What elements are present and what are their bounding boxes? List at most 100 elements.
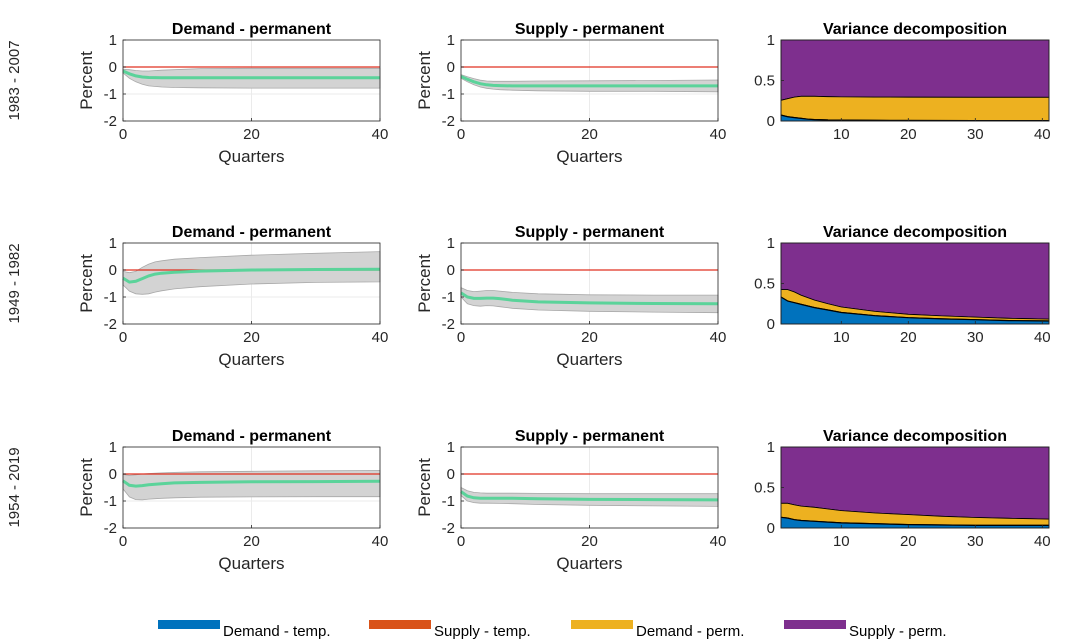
x-axis-label: Quarters: [556, 147, 622, 166]
impulse-response-line: [460, 490, 719, 502]
x-tick-label: 40: [1034, 329, 1051, 346]
x-tick-label: 30: [967, 533, 984, 550]
x-tick-label: 0: [119, 329, 127, 346]
panel-2-1: 0 20 40 1 0 -1 -2 Supply - permanent Quarters Per…: [415, 428, 726, 573]
x-tick-label: 0: [119, 126, 127, 143]
panel-title: Variance decomposition: [823, 224, 1007, 241]
y-tick-label: 1: [447, 235, 455, 252]
x-tick-label: 20: [900, 126, 917, 143]
panel-1-2: 10 20 30 40 1 0.5 0 Variance decomposition: [754, 224, 1051, 346]
y-tick-label: 1: [767, 32, 775, 49]
legend-item: Supply - temp.: [369, 620, 531, 640]
x-axis-label: Quarters: [556, 350, 622, 369]
x-tick-label: 40: [1034, 126, 1051, 143]
legend-swatch: [158, 620, 220, 629]
x-tick-label: 40: [372, 126, 389, 143]
row-label: 1983 - 2007: [6, 40, 23, 120]
x-tick-label: 0: [119, 533, 127, 550]
impulse-response-line: [122, 479, 381, 488]
legend-swatch: [571, 620, 633, 629]
x-tick-label: 40: [372, 329, 389, 346]
y-tick-label: 0: [767, 520, 775, 537]
y-tick-label: 0: [109, 262, 117, 279]
legend-swatch: [369, 620, 431, 629]
x-tick-label: 10: [833, 329, 850, 346]
x-tick-label: 20: [581, 126, 598, 143]
x-tick-label: 40: [1034, 533, 1051, 550]
impulse-response-line: [122, 267, 381, 284]
y-tick-label: 1: [447, 439, 455, 456]
legend-label: Demand - perm.: [636, 623, 744, 640]
legend: Demand - temp. Supply - temp. Demand - per…: [158, 620, 947, 640]
y-tick-label: 1: [447, 32, 455, 49]
y-tick-label: 0: [447, 466, 455, 483]
y-tick-label: 1: [767, 439, 775, 456]
panel-2-0: 0 20 40 1 0 -1 -2 Demand - permanent Quarters Per…: [77, 428, 388, 573]
impulse-response-line: [460, 75, 718, 88]
y-tick-label: -2: [442, 316, 455, 333]
y-tick-label: 0: [447, 59, 455, 76]
row-label: 1954 - 2019: [6, 447, 23, 527]
x-tick-label: 30: [967, 126, 984, 143]
legend-label: Supply - temp.: [434, 623, 531, 640]
y-tick-label: 0: [109, 59, 117, 76]
y-tick-label: 0: [109, 466, 117, 483]
legend-label: Demand - temp.: [223, 623, 331, 640]
panel-0-0: 0 20 40 1 0 -1 -2 Demand - permanent Quarters Per…: [77, 21, 388, 166]
y-axis-label: Percent: [415, 51, 434, 110]
y-tick-label: -1: [104, 493, 117, 510]
y-tick-label: -2: [442, 520, 455, 537]
panel-1-0: 0 20 40 1 0 -1 -2 Demand - permanent Quarters Per…: [77, 224, 388, 369]
x-tick-label: 0: [457, 126, 465, 143]
x-tick-label: 20: [243, 329, 260, 346]
legend-label: Supply - perm.: [849, 623, 947, 640]
y-tick-label: 0: [767, 316, 775, 333]
y-tick-label: -1: [442, 289, 455, 306]
x-tick-label: 20: [900, 533, 917, 550]
y-axis-label: Percent: [77, 51, 96, 110]
x-tick-label: 20: [243, 126, 260, 143]
y-tick-label: 1: [109, 32, 117, 49]
y-tick-label: -1: [104, 289, 117, 306]
x-tick-label: 20: [581, 533, 598, 550]
panel-title: Supply - permanent: [515, 21, 665, 38]
x-tick-label: 40: [710, 329, 727, 346]
y-tick-label: -2: [104, 113, 117, 130]
y-tick-label: -1: [442, 493, 455, 510]
y-tick-label: -1: [104, 86, 117, 103]
y-axis-label: Percent: [415, 254, 434, 313]
y-axis-label: Percent: [415, 458, 434, 517]
panel-0-2: 10 20 30 40 1 0.5 0 Variance decomposition: [754, 21, 1051, 143]
panel-title: Supply - permanent: [515, 428, 665, 445]
y-tick-label: 1: [109, 439, 117, 456]
y-tick-label: 0.5: [754, 73, 775, 90]
panel-title: Demand - permanent: [172, 224, 332, 241]
legend-item: Demand - perm.: [571, 620, 744, 640]
x-tick-label: 40: [710, 126, 727, 143]
x-tick-label: 40: [710, 533, 727, 550]
legend-swatch: [784, 620, 846, 629]
y-tick-label: -2: [104, 316, 117, 333]
x-tick-label: 10: [833, 126, 850, 143]
panel-title: Variance decomposition: [823, 21, 1007, 38]
y-axis-label: Percent: [77, 458, 96, 517]
y-tick-label: -2: [442, 113, 455, 130]
legend-item: Demand - temp.: [158, 620, 331, 640]
y-axis-label: Percent: [77, 254, 96, 313]
x-tick-label: 10: [833, 533, 850, 550]
panel-0-1: 0 20 40 1 0 -1 -2 Supply - permanent Quarters Per…: [415, 21, 726, 166]
panel-title: Demand - permanent: [172, 21, 332, 38]
y-tick-label: 0: [447, 262, 455, 279]
x-axis-label: Quarters: [218, 147, 284, 166]
x-tick-label: 0: [457, 329, 465, 346]
panel-title: Variance decomposition: [823, 428, 1007, 445]
legend-item: Supply - perm.: [784, 620, 947, 640]
y-tick-label: 1: [109, 235, 117, 252]
row-label: 1949 - 1982: [6, 243, 23, 323]
x-tick-label: 20: [581, 329, 598, 346]
y-tick-label: -2: [104, 520, 117, 537]
